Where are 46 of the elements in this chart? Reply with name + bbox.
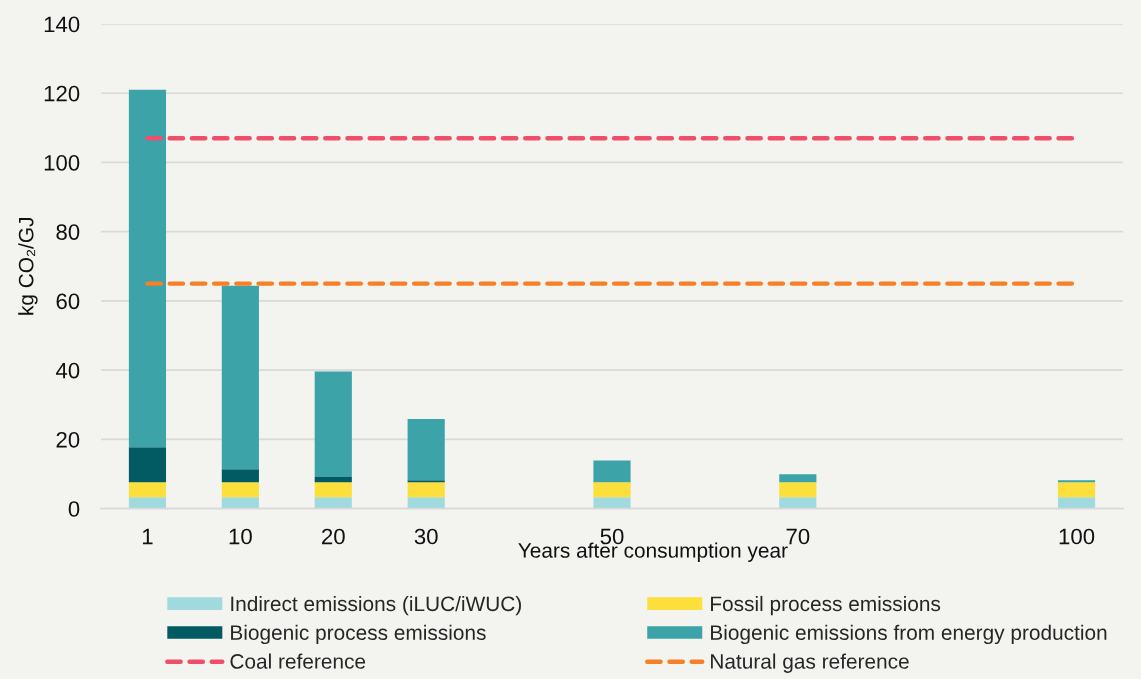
bar <box>314 497 352 509</box>
x-tick-label: 100 <box>1059 528 1095 545</box>
x-tick-label: 70 <box>786 528 810 545</box>
bar <box>593 497 631 509</box>
bar <box>221 285 259 470</box>
bar <box>779 474 817 483</box>
bar <box>407 497 445 509</box>
y-tick-label: 140 <box>44 16 80 33</box>
bar <box>314 482 352 498</box>
y-axis-title: kg CO₂/GJ <box>18 218 38 315</box>
bar <box>221 482 259 498</box>
bar <box>314 371 352 478</box>
bar <box>128 89 167 448</box>
bar <box>221 497 259 509</box>
bar <box>1057 497 1096 509</box>
x-tick-label: 10 <box>229 528 252 545</box>
bar <box>779 482 817 498</box>
bar <box>1057 480 1096 483</box>
bar <box>128 482 167 498</box>
legend-label: Fossil process emissions <box>711 595 941 616</box>
legend-label: Coal reference <box>230 653 366 669</box>
x-tick-label: 1 <box>142 528 153 545</box>
bar <box>407 418 445 481</box>
y-tick-label: 0 <box>68 501 80 517</box>
bar <box>407 480 445 483</box>
bar <box>314 477 352 483</box>
x-tick-label: 30 <box>414 528 438 545</box>
y-tick-label: 80 <box>56 224 80 240</box>
bar <box>407 482 445 498</box>
bar <box>779 497 817 509</box>
y-tick-label: 60 <box>56 293 80 310</box>
bar <box>128 447 167 483</box>
bar <box>221 469 259 483</box>
bar <box>128 497 167 509</box>
y-tick-label: 20 <box>56 431 80 448</box>
y-tick-label: 40 <box>55 362 80 379</box>
x-tick-label: 20 <box>322 528 345 545</box>
legend-label: Natural gas reference <box>711 653 909 673</box>
legend-label: Indirect emissions (iLUC/iWUC) <box>231 595 521 616</box>
y-tick-label: 120 <box>44 85 80 102</box>
bar <box>1057 482 1096 498</box>
bar <box>593 482 631 498</box>
legend-label: Biogenic emissions from energy production <box>711 624 1107 645</box>
bar <box>593 460 631 483</box>
legend-label: Biogenic process emissions <box>231 624 486 645</box>
y-tick-label: 100 <box>44 154 80 171</box>
